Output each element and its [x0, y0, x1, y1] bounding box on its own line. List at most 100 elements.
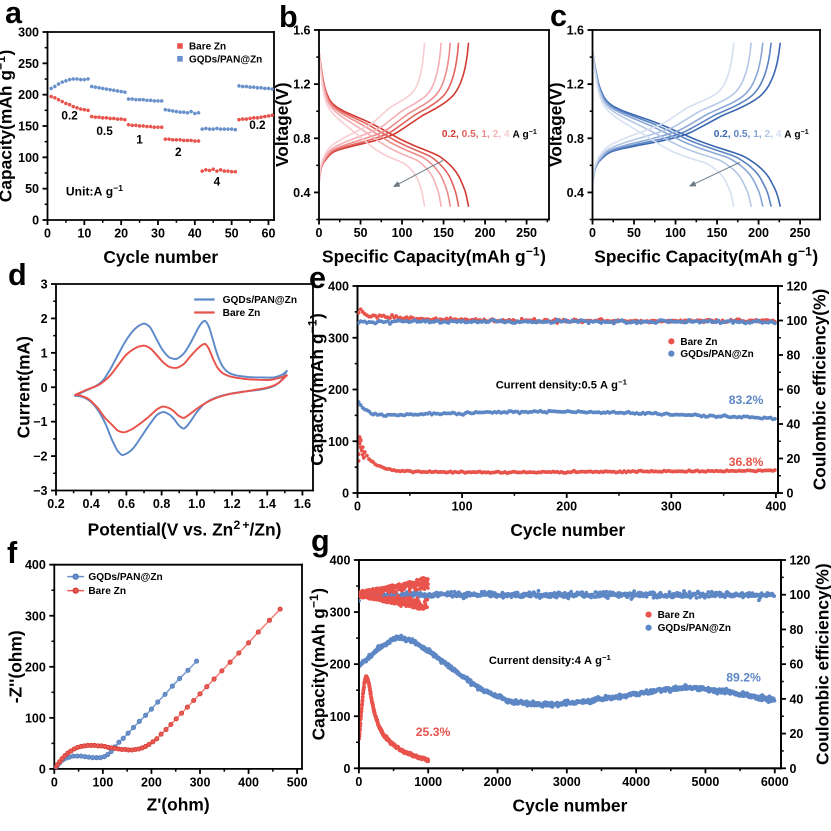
svg-text:3000: 3000 — [553, 775, 581, 789]
svg-text:400: 400 — [328, 280, 349, 294]
svg-text:Coulombic efficiency(%): Coulombic efficiency(%) — [812, 563, 831, 765]
svg-text:500: 500 — [287, 775, 308, 789]
svg-text:20: 20 — [786, 452, 800, 466]
svg-text:100: 100 — [328, 435, 349, 449]
svg-text:0.2,: 0.2, — [714, 129, 731, 140]
svg-text:A g −: A g − 1 — [784, 114, 811, 143]
svg-text:0.4: 0.4 — [567, 186, 584, 200]
svg-text:0: 0 — [32, 214, 39, 228]
svg-text:100: 100 — [18, 151, 39, 165]
svg-text:100: 100 — [330, 710, 351, 724]
svg-text:C u r r: C u r r e n t d e n s i t y : 0 . 5 A g … — [496, 365, 629, 394]
svg-text:1.2: 1.2 — [223, 497, 240, 511]
svg-text:2,: 2, — [493, 129, 502, 140]
svg-text:0: 0 — [41, 381, 48, 395]
svg-text:0: 0 — [589, 226, 596, 240]
svg-text:P o t e: P o t e n t i a l ( V v s . Z n / Z n ) … — [88, 509, 288, 541]
svg-text:Coulombic efficiency(%): Coulombic efficiency(%) — [809, 289, 829, 491]
svg-text:200: 200 — [328, 383, 349, 397]
svg-text:a: a — [5, 0, 23, 30]
svg-text:0: 0 — [39, 762, 46, 776]
svg-text:150: 150 — [18, 120, 39, 134]
svg-text:3: 3 — [41, 278, 48, 292]
svg-text:400: 400 — [25, 558, 46, 572]
svg-text:36.8%: 36.8% — [729, 455, 764, 469]
svg-text:1.6: 1.6 — [294, 497, 311, 511]
svg-text:1: 1 — [136, 133, 143, 147]
svg-text:1,: 1, — [481, 129, 490, 140]
svg-text:250: 250 — [516, 226, 537, 240]
svg-text:300: 300 — [18, 26, 39, 40]
svg-text:400: 400 — [238, 775, 259, 789]
svg-text:−1: −1 — [33, 415, 47, 429]
svg-text:0.8: 0.8 — [567, 132, 584, 146]
svg-text:100: 100 — [452, 500, 473, 514]
svg-text:1.2: 1.2 — [293, 78, 310, 92]
svg-text:0.4: 0.4 — [83, 497, 100, 511]
svg-text:300: 300 — [661, 500, 682, 514]
svg-text:0.2: 0.2 — [249, 118, 266, 132]
svg-text:200: 200 — [141, 775, 162, 789]
svg-text:40: 40 — [188, 227, 202, 241]
svg-text:0.6: 0.6 — [118, 497, 135, 511]
svg-text:0: 0 — [354, 500, 361, 514]
svg-text:0.8: 0.8 — [293, 132, 310, 146]
svg-text:GQDs/PAN@Zn: GQDs/PAN@Zn — [680, 349, 753, 360]
svg-text:6000: 6000 — [761, 775, 789, 789]
svg-text:300: 300 — [328, 331, 349, 345]
svg-text:20: 20 — [114, 227, 128, 241]
svg-text:GQDs/PAN@Zn: GQDs/PAN@Zn — [223, 295, 297, 306]
svg-text:0: 0 — [44, 227, 51, 241]
svg-text:60: 60 — [786, 383, 800, 397]
svg-text:Cycle number: Cycle number — [103, 247, 218, 267]
svg-text:C a p a: C a p a c i t y ( m A h g ) − 1 — [296, 307, 328, 466]
svg-text:120: 120 — [786, 280, 807, 294]
svg-text:80: 80 — [786, 349, 800, 363]
svg-text:5000: 5000 — [692, 775, 720, 789]
svg-text:4: 4 — [214, 175, 221, 189]
svg-text:30: 30 — [151, 227, 165, 241]
svg-text:250: 250 — [18, 57, 39, 71]
svg-text:400: 400 — [765, 500, 786, 514]
svg-text:0.4: 0.4 — [293, 186, 310, 200]
svg-text:40: 40 — [789, 692, 803, 706]
svg-text:100: 100 — [392, 226, 413, 240]
svg-text:50: 50 — [627, 226, 641, 240]
svg-text:A g −: A g − 1 — [512, 114, 539, 143]
svg-text:4: 4 — [504, 129, 510, 140]
svg-text:0: 0 — [786, 487, 793, 501]
svg-text:Voltage(V): Voltage(V) — [272, 82, 292, 167]
svg-text:c: c — [550, 0, 567, 33]
svg-text:1,: 1, — [753, 129, 762, 140]
svg-text:Bare Zn: Bare Zn — [88, 586, 126, 597]
svg-text:2000: 2000 — [484, 775, 512, 789]
svg-text:Bare Zn: Bare Zn — [658, 610, 695, 621]
svg-text:0.5,: 0.5, — [733, 129, 750, 140]
svg-text:100: 100 — [786, 314, 807, 328]
svg-text:300: 300 — [25, 609, 46, 623]
svg-text:150: 150 — [433, 226, 454, 240]
svg-text:0: 0 — [343, 762, 350, 776]
svg-text:C u r r: C u r r e n t d e n s i t y : 4 A g − 1 — [489, 640, 613, 669]
svg-text:40: 40 — [786, 418, 800, 432]
svg-text:Current(mA): Current(mA) — [14, 336, 34, 438]
svg-text:−3: −3 — [33, 484, 47, 498]
svg-text:200: 200 — [330, 658, 351, 672]
svg-text:2,: 2, — [765, 129, 774, 140]
svg-text:200: 200 — [25, 660, 46, 674]
svg-text:C a p a: C a p a c i t y ( m A h g ) − 1 — [298, 582, 330, 741]
svg-text:80: 80 — [789, 623, 803, 637]
svg-text:20: 20 — [789, 727, 803, 741]
svg-text:4000: 4000 — [622, 775, 650, 789]
svg-text:1.2: 1.2 — [567, 78, 584, 92]
svg-text:100: 100 — [789, 588, 810, 602]
svg-text:0.5: 0.5 — [96, 124, 113, 138]
svg-text:Z'(ohm): Z'(ohm) — [147, 795, 210, 815]
svg-text:2: 2 — [175, 145, 182, 159]
svg-text:Voltage(V): Voltage(V) — [546, 82, 566, 167]
svg-text:Bare Zn: Bare Zn — [680, 337, 717, 348]
svg-text:e: e — [309, 261, 326, 295]
svg-text:g: g — [311, 524, 330, 558]
svg-text:83.2%: 83.2% — [729, 393, 764, 407]
svg-text:50: 50 — [225, 227, 239, 241]
